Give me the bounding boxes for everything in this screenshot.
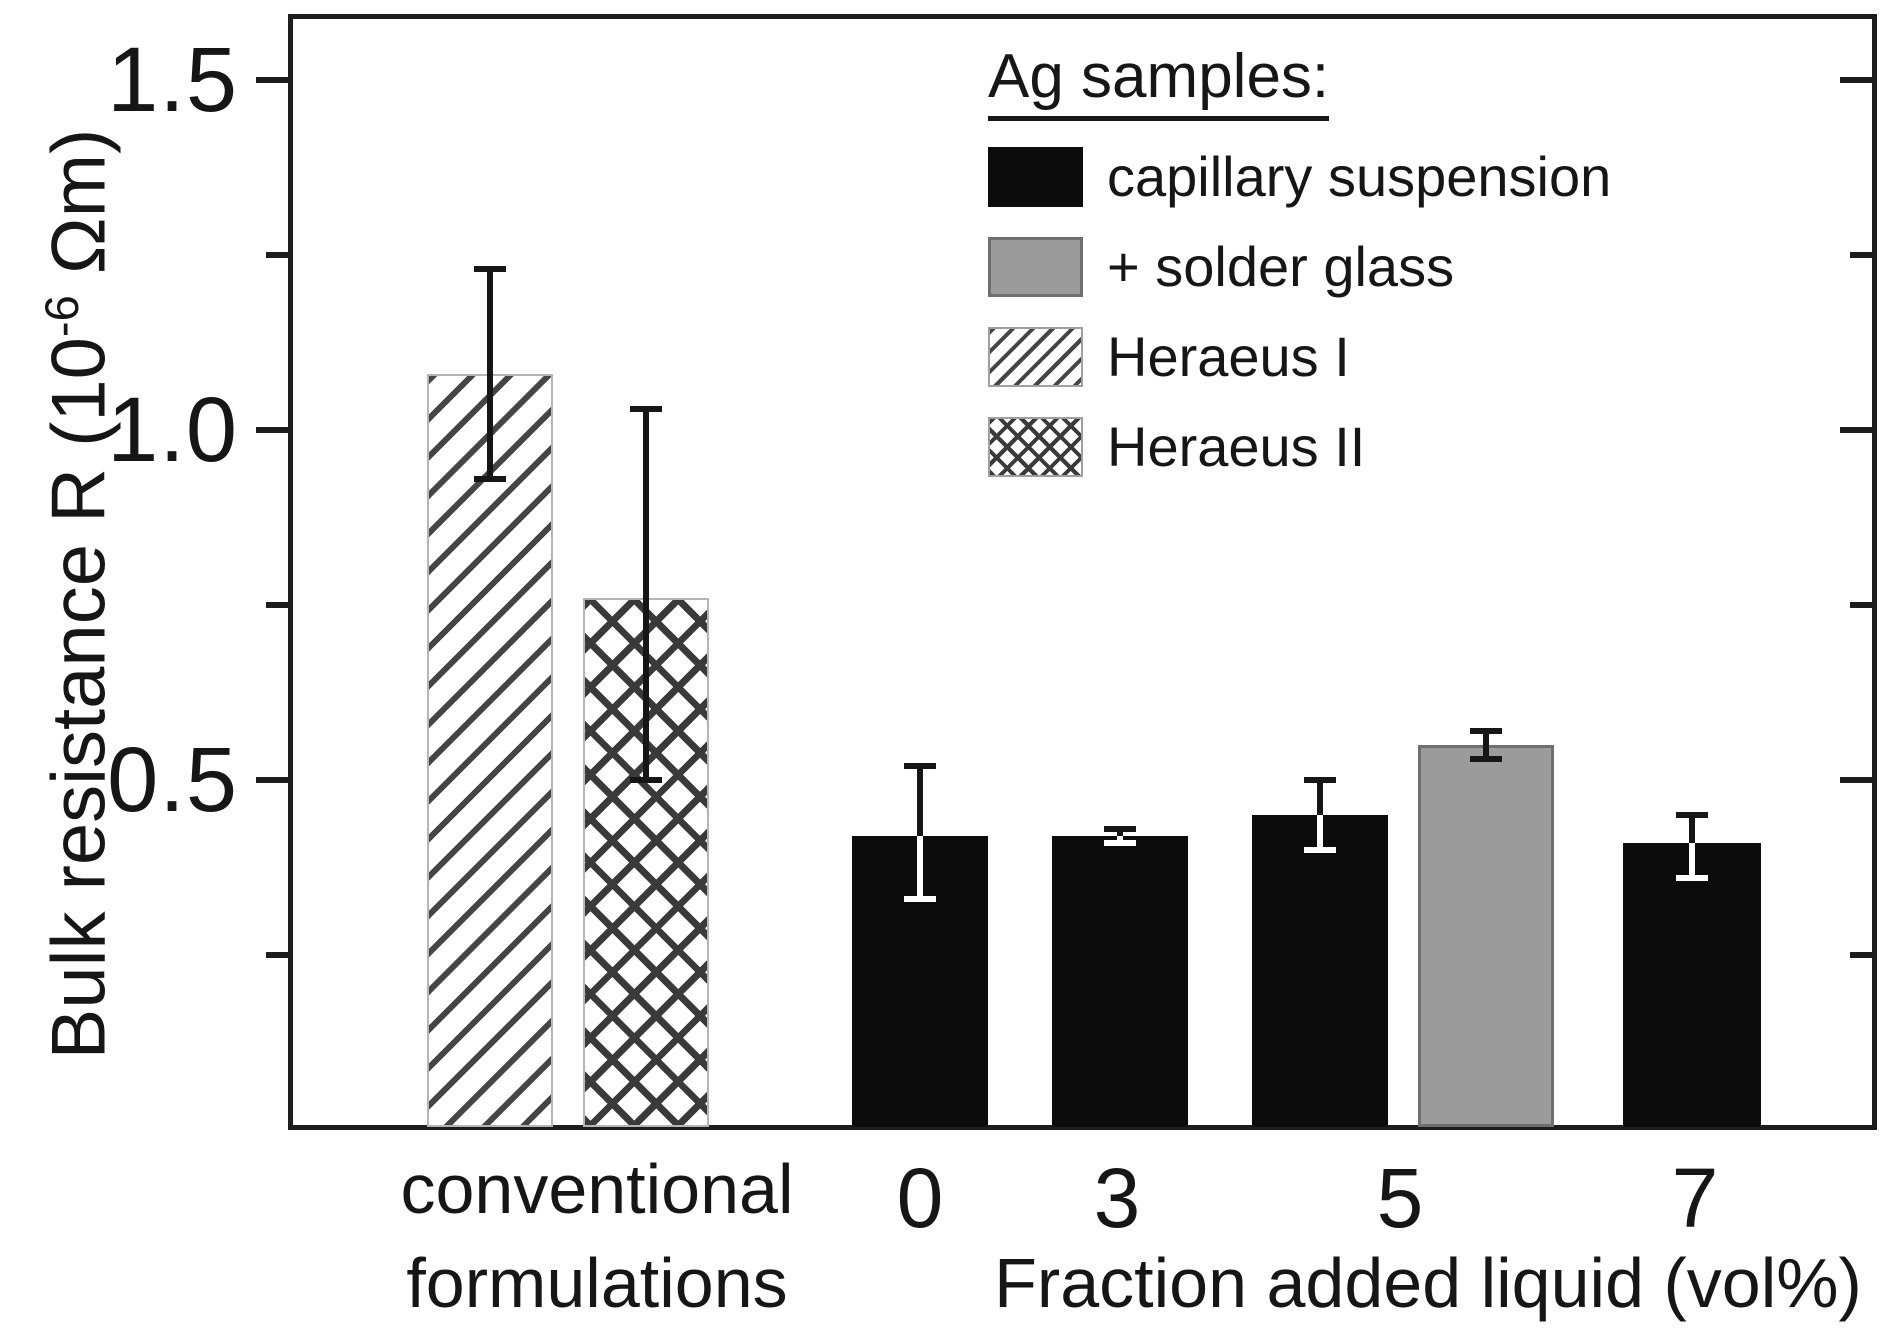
error-bar-upper-capillary-suspension-5 — [1317, 780, 1323, 815]
error-bar-lower-capillary-suspension-0 — [917, 836, 923, 899]
error-bar-upper-heraeus-2 — [643, 409, 649, 598]
y-tick-major-left — [256, 777, 288, 783]
error-cap-top-heraeus-1 — [474, 266, 506, 272]
legend-entry-label: Heraeus I — [1107, 325, 1350, 388]
error-bar-upper-solder-glass-5 — [1483, 731, 1489, 745]
x-axis-title: Fraction added liquid (vol%) — [994, 1244, 1862, 1322]
bar-capillary-suspension-3 — [1052, 836, 1188, 1127]
error-cap-bottom-heraeus-2 — [630, 777, 662, 783]
legend-entry-heraeus-2: Heraeus II — [988, 416, 1365, 478]
error-cap-top-capillary-suspension-5 — [1304, 777, 1336, 783]
error-bar-lower-heraeus-2 — [643, 598, 649, 780]
error-bar-lower-solder-glass-5 — [1483, 745, 1489, 759]
y-tick-minor-right — [1850, 602, 1872, 608]
error-cap-bottom-capillary-suspension-0 — [904, 896, 936, 902]
bar-heraeus-1 — [427, 374, 553, 1127]
y-axis-title-unit: Ωm) — [36, 128, 122, 296]
legend-entry-solder-glass: + solder glass — [988, 236, 1454, 298]
y-tick-label: 1.0 — [107, 379, 238, 481]
error-bar-upper-heraeus-1 — [487, 269, 493, 374]
error-cap-bottom-heraeus-1 — [474, 476, 506, 482]
error-cap-top-capillary-suspension-3 — [1104, 826, 1136, 832]
y-tick-minor-left — [266, 952, 288, 958]
error-bar-upper-capillary-suspension-7 — [1689, 815, 1695, 843]
bar-capillary-suspension-5 — [1252, 815, 1388, 1127]
legend-entry-label: capillary suspension — [1107, 145, 1612, 208]
legend-entry-capillary-suspension: capillary suspension — [988, 146, 1611, 208]
error-cap-top-solder-glass-5 — [1470, 728, 1502, 734]
x-tick-label: 0 — [896, 1151, 944, 1245]
y-axis-title-superscript: -6 — [35, 295, 88, 338]
y-tick-major-right — [1840, 77, 1872, 83]
y-tick-minor-right — [1850, 952, 1872, 958]
legend-entry-label: + solder glass — [1107, 235, 1455, 298]
error-bar-upper-capillary-suspension-3 — [1117, 829, 1123, 836]
error-cap-bottom-capillary-suspension-7 — [1676, 875, 1708, 881]
error-cap-bottom-capillary-suspension-5 — [1304, 847, 1336, 853]
x-tick-label: 7 — [1671, 1151, 1719, 1245]
legend-swatch — [988, 147, 1083, 207]
error-cap-bottom-capillary-suspension-3 — [1104, 840, 1136, 846]
x-category-label-conventional-line2: formulations — [406, 1244, 788, 1322]
error-bar-lower-capillary-suspension-3 — [1117, 836, 1123, 843]
error-bar-lower-capillary-suspension-7 — [1689, 843, 1695, 878]
x-tick-label: 3 — [1093, 1151, 1141, 1245]
error-cap-bottom-solder-glass-5 — [1470, 756, 1502, 762]
error-bar-lower-capillary-suspension-5 — [1317, 815, 1323, 850]
legend-entry-heraeus-1: Heraeus I — [988, 326, 1350, 388]
bar-solder-glass-5 — [1418, 745, 1554, 1127]
error-cap-top-heraeus-2 — [630, 406, 662, 412]
error-cap-top-capillary-suspension-7 — [1676, 812, 1708, 818]
y-tick-major-left — [256, 427, 288, 433]
y-tick-minor-left — [266, 602, 288, 608]
y-tick-minor-right — [1850, 252, 1872, 258]
error-bar-upper-capillary-suspension-0 — [917, 766, 923, 836]
x-category-label-conventional-line1: conventional — [400, 1150, 794, 1228]
error-cap-top-capillary-suspension-0 — [904, 763, 936, 769]
y-tick-major-right — [1840, 427, 1872, 433]
legend-title: Ag samples: — [988, 44, 1330, 121]
error-bar-lower-heraeus-1 — [487, 374, 493, 479]
y-tick-label: 0.5 — [107, 729, 238, 831]
bar-capillary-suspension-7 — [1623, 843, 1761, 1127]
legend-entry-label: Heraeus II — [1107, 415, 1366, 478]
y-tick-major-left — [256, 77, 288, 83]
x-tick-label: 5 — [1376, 1151, 1424, 1245]
y-tick-label: 1.5 — [107, 29, 238, 131]
y-axis-title: Bulk resistance R (10-6 Ωm) — [20, 0, 121, 1244]
legend-swatch — [988, 417, 1083, 477]
y-tick-major-right — [1840, 777, 1872, 783]
legend-swatch — [988, 327, 1083, 387]
y-tick-minor-left — [266, 252, 288, 258]
legend-swatch — [988, 237, 1083, 297]
